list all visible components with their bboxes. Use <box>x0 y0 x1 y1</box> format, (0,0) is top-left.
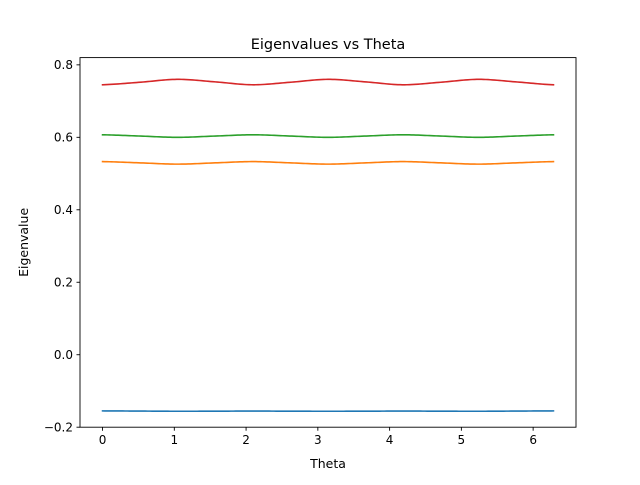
x-axis-label: Theta <box>309 456 346 471</box>
x-tick-label: 3 <box>314 433 322 447</box>
y-tick-label: −0.2 <box>44 420 73 434</box>
x-tick-label: 2 <box>242 433 250 447</box>
x-tick-label: 4 <box>386 433 394 447</box>
x-tick-label: 6 <box>529 433 537 447</box>
x-tick-label: 0 <box>99 433 107 447</box>
y-tick-label: 0.2 <box>54 275 73 289</box>
y-axis-label: Eigenvalue <box>16 208 31 277</box>
y-tick-label: 0.6 <box>54 131 73 145</box>
x-tick-label: 5 <box>458 433 466 447</box>
chart-title: Eigenvalues vs Theta <box>251 37 406 53</box>
y-tick-label: 0.4 <box>54 203 73 217</box>
y-tick-label: 0.0 <box>54 348 73 362</box>
y-tick-label: 0.8 <box>54 58 73 72</box>
x-tick-label: 1 <box>170 433 178 447</box>
